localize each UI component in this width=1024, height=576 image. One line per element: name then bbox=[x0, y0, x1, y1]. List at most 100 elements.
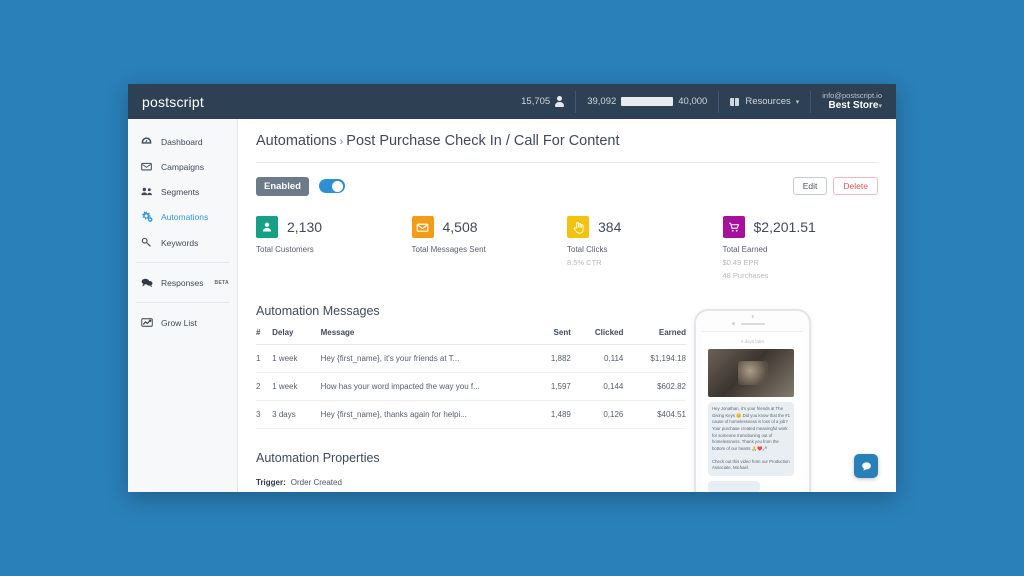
cell-sent: 1,489 bbox=[522, 400, 571, 429]
customer-icon bbox=[256, 216, 278, 238]
stat-card-total-customers: 2,130 Total Customers bbox=[256, 216, 412, 280]
phone-preview: 2 days later Hey Jonathan, it's your fri… bbox=[694, 309, 811, 492]
column-header-message: Message bbox=[320, 328, 523, 345]
status-badge: Enabled bbox=[256, 176, 309, 196]
stat-label: Total Clicks bbox=[567, 245, 608, 254]
column-header-num: # bbox=[256, 328, 273, 345]
action-buttons: Edit Delete bbox=[792, 177, 878, 195]
sidebar-item-label: Dashboard bbox=[161, 136, 203, 147]
phone-camera-icon bbox=[751, 315, 754, 318]
key-icon bbox=[140, 237, 153, 248]
subscribers-counter: 15,705 bbox=[510, 90, 577, 113]
sidebar-item-responses[interactable]: Responses BETA bbox=[128, 270, 237, 295]
enabled-toggle[interactable] bbox=[318, 179, 345, 193]
automation-properties-title: Automation Properties bbox=[256, 451, 380, 465]
message-bubble-text-2: Check out this video from our Production… bbox=[712, 458, 790, 471]
account-email: info@postscript.io bbox=[822, 90, 882, 100]
stat-label: Total Messages Sent bbox=[411, 245, 486, 254]
status-action-row: Enabled Edit Delete bbox=[256, 176, 878, 196]
phone-speaker-icon bbox=[741, 323, 765, 325]
delete-button[interactable]: Delete bbox=[833, 177, 878, 195]
property-trigger-value: Order Created bbox=[290, 478, 342, 487]
account-store-name: Best Store bbox=[828, 99, 879, 111]
cell-num: 1 bbox=[256, 344, 273, 373]
chat-icon bbox=[140, 277, 153, 288]
chart-line-icon bbox=[140, 317, 153, 328]
cart-icon bbox=[722, 216, 745, 238]
top-navigation-bar: postscript 15,705 39,092 40,000 Resource… bbox=[128, 84, 896, 119]
sidebar-item-grow-list[interactable]: Grow List bbox=[128, 310, 237, 335]
main-content: Automations › Post Purchase Check In / Cal… bbox=[238, 119, 896, 492]
quota-used: 39,092 bbox=[587, 96, 617, 107]
quota-progress-bar bbox=[621, 97, 674, 106]
automation-messages-table: # Delay Message Sent Clicked Earned 1 1 … bbox=[256, 328, 686, 429]
sidebar-item-dashboard[interactable]: Dashboard bbox=[128, 129, 237, 154]
column-header-sent: Sent bbox=[522, 328, 571, 345]
cell-sent: 1,882 bbox=[522, 344, 571, 373]
column-header-clicked: Clicked bbox=[570, 328, 624, 345]
message-bubble-partial bbox=[708, 480, 760, 492]
stat-value: 2,130 bbox=[287, 219, 323, 235]
quota-meter: 39,092 40,000 bbox=[576, 90, 720, 113]
topbar-right-group: 15,705 39,092 40,000 Resources ▾ info@po… bbox=[238, 84, 896, 119]
sidebar-item-label: Responses bbox=[161, 277, 204, 288]
account-menu[interactable]: info@postscript.io Best Store▾ bbox=[811, 91, 886, 113]
stat-card-total-earned: $2,201.51 Total Earned $0.49 EPR 48 Purc… bbox=[722, 216, 879, 280]
sidebar-item-label: Segments bbox=[161, 186, 200, 197]
stat-value: $2,201.51 bbox=[753, 219, 816, 235]
cell-message: Hey {first_name}, it's your friends at T… bbox=[320, 344, 523, 373]
edit-button[interactable]: Edit bbox=[792, 177, 828, 195]
dashboard-icon bbox=[140, 136, 153, 147]
quota-total: 40,000 bbox=[678, 96, 708, 107]
envelope-icon bbox=[140, 161, 153, 172]
breadcrumb: Automations › Post Purchase Check In / Cal… bbox=[256, 133, 878, 149]
sidebar-item-segments[interactable]: Segments bbox=[128, 179, 237, 204]
cell-sent: 1,597 bbox=[522, 372, 571, 401]
click-hand-icon bbox=[567, 216, 589, 238]
sidebar-item-label: Automations bbox=[161, 212, 209, 222]
mms-image-preview bbox=[708, 349, 794, 397]
sidebar-divider-1 bbox=[136, 262, 229, 263]
stat-label: Total Customers bbox=[256, 245, 314, 254]
sidebar-item-automations[interactable]: Automations bbox=[128, 204, 237, 230]
person-icon bbox=[555, 96, 565, 107]
cell-clicked: 0,126 bbox=[570, 400, 624, 429]
stats-row: 2,130 Total Customers 4,508 Total Messag… bbox=[256, 216, 878, 280]
stat-value: 4,508 bbox=[442, 219, 478, 235]
sidebar-item-label: Grow List bbox=[161, 317, 197, 328]
cell-earned: $404.51 bbox=[623, 400, 686, 429]
stat-sub-ctr: 8.5% CTR bbox=[567, 258, 602, 267]
sidebar-divider-2 bbox=[136, 302, 229, 303]
breadcrumb-separator: › bbox=[339, 136, 344, 148]
message-bubble-text: Hey Jonathan, it's your friends at The G… bbox=[712, 406, 790, 451]
cell-clicked: 0,114 bbox=[570, 344, 624, 373]
people-icon bbox=[140, 186, 153, 197]
cell-earned: $1,194.18 bbox=[623, 344, 686, 373]
table-row[interactable]: 1 1 week Hey {first_name}, it's your fri… bbox=[256, 344, 686, 373]
cell-earned: $602.82 bbox=[623, 372, 686, 401]
cell-delay: 1 week bbox=[272, 372, 321, 401]
stat-label: Total Earned bbox=[722, 245, 768, 254]
sidebar-item-campaigns[interactable]: Campaigns bbox=[128, 154, 237, 179]
subscribers-count: 15,705 bbox=[521, 96, 551, 107]
brand-logo[interactable]: postscript bbox=[142, 93, 204, 110]
message-bubble: Hey Jonathan, it's your friends at The G… bbox=[708, 402, 794, 476]
resources-menu[interactable]: Resources ▾ bbox=[719, 90, 812, 113]
table-row[interactable]: 3 3 days Hey {first_name}, thanks again … bbox=[256, 400, 686, 429]
page-title: Post Purchase Check In / Call For Conten… bbox=[346, 133, 620, 149]
book-icon bbox=[730, 97, 740, 107]
breadcrumb-parent-link[interactable]: Automations bbox=[256, 133, 337, 149]
chat-widget-button[interactable] bbox=[854, 454, 878, 478]
chat-bubble-icon bbox=[861, 461, 871, 471]
phone-sensor-icon bbox=[732, 322, 735, 325]
beta-badge: BETA bbox=[214, 279, 229, 286]
stat-sub-epr: $0.49 EPR bbox=[722, 258, 759, 267]
stat-card-total-messages-sent: 4,508 Total Messages Sent bbox=[411, 216, 568, 280]
sidebar-item-keywords[interactable]: Keywords bbox=[128, 230, 237, 255]
sidebar-item-label: Campaigns bbox=[161, 161, 204, 172]
cell-clicked: 0,144 bbox=[570, 372, 624, 401]
table-row[interactable]: 2 1 week How has your word impacted the … bbox=[256, 372, 686, 401]
chevron-down-icon: ▾ bbox=[795, 98, 800, 106]
phone-screen: 2 days later Hey Jonathan, it's your fri… bbox=[702, 331, 803, 492]
table-header-row: # Delay Message Sent Clicked Earned bbox=[256, 328, 686, 345]
